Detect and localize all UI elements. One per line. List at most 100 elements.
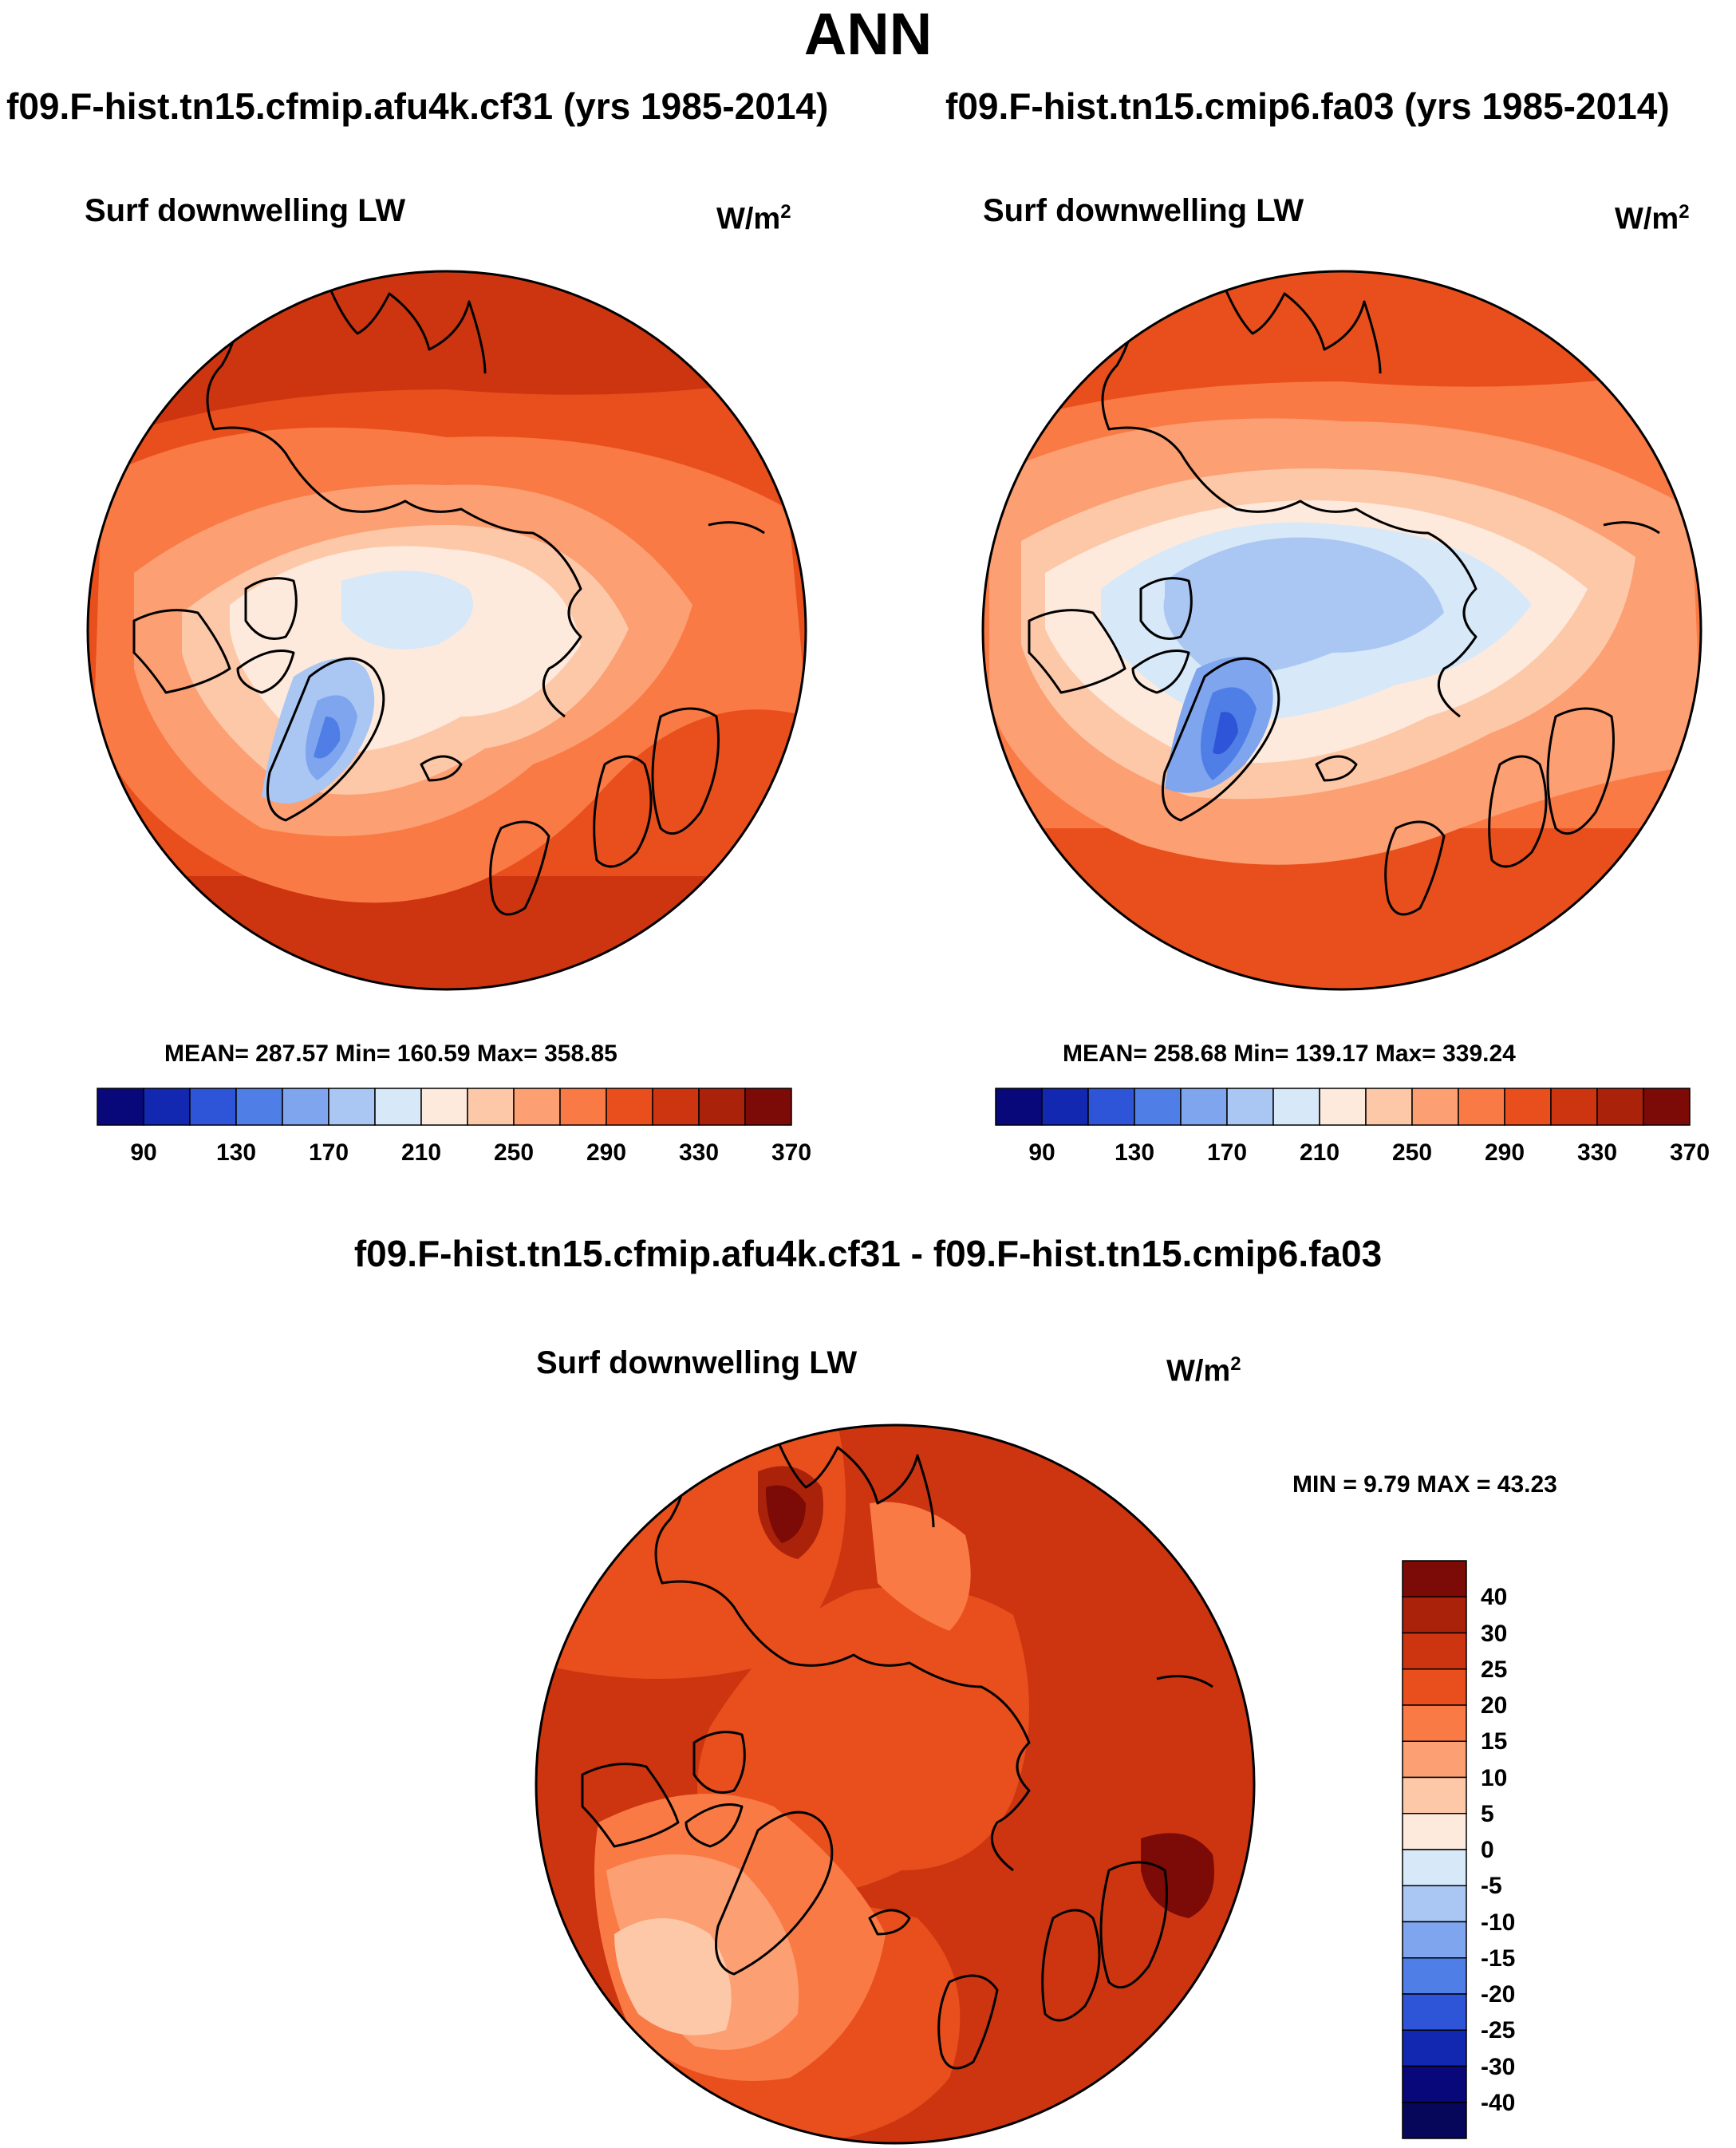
colorbar-swatch	[374, 1088, 422, 1126]
units-left: W/m2	[716, 201, 791, 236]
colorbar-swatch	[559, 1088, 607, 1126]
colorbar-swatch	[1402, 1668, 1467, 1706]
colorbar-swatch	[1402, 1849, 1467, 1886]
field-band-40-siberia	[766, 1485, 806, 1543]
colorbar-diff-label: -5	[1481, 1873, 1502, 1900]
coastlines	[1028, 277, 1660, 916]
colorbar-swatch	[1458, 1088, 1505, 1126]
case-title-right: f09.F-hist.tn15.cmip6.fa03 (yrs 1985-201…	[945, 85, 1670, 127]
field-band-370-edge	[88, 876, 806, 989]
colorbar-left-label: 290	[586, 1139, 627, 1166]
colorbar-left	[97, 1088, 792, 1126]
stats-right: MEAN= 258.68 Min= 139.17 Max= 339.24	[1063, 1040, 1516, 1067]
colorbar-swatch	[1402, 1957, 1467, 1995]
colorbar-swatch	[1402, 1704, 1467, 1742]
field-band-210	[1163, 537, 1444, 674]
colorbar-right-label: 210	[1299, 1139, 1340, 1166]
colorbar-diff-label: 30	[1481, 1620, 1508, 1647]
colorbar-swatch	[1402, 1885, 1467, 1923]
colorbar-diff-label: 40	[1481, 1584, 1508, 1611]
colorbar-swatch	[698, 1088, 746, 1126]
colorbar-swatch	[1134, 1088, 1182, 1126]
colorbar-swatch	[1365, 1088, 1413, 1126]
colorbar-swatch	[97, 1088, 144, 1126]
field-band-40-pacific	[1141, 1833, 1214, 1918]
colorbar-right-label: 90	[1028, 1139, 1055, 1166]
colorbar-swatch	[420, 1088, 468, 1126]
units-diff: W/m2	[1166, 1353, 1241, 1388]
colorbar-swatch	[328, 1088, 376, 1126]
colorbar-diff-label: 10	[1481, 1764, 1508, 1791]
colorbar-right-label: 250	[1391, 1139, 1433, 1166]
case-title-left: f09.F-hist.tn15.cfmip.afu4k.cf31 (yrs 19…	[6, 85, 829, 127]
colorbar-swatch	[235, 1088, 283, 1126]
colorbar-swatch	[652, 1088, 700, 1126]
colorbar-swatch	[1402, 1632, 1467, 1670]
colorbar-swatch	[143, 1088, 191, 1126]
field-band-150-greenland	[1213, 712, 1238, 755]
colorbar-swatch	[1504, 1088, 1552, 1126]
polar-map-left	[86, 270, 807, 991]
colorbar-diff-label: -20	[1481, 1981, 1516, 2008]
colorbar-right-label: 130	[1114, 1139, 1155, 1166]
colorbar-left-label: 210	[400, 1139, 442, 1166]
colorbar-swatch	[1643, 1088, 1691, 1126]
variable-title-right: Surf downwelling LW	[983, 193, 1304, 228]
colorbar-right-label: 330	[1576, 1139, 1618, 1166]
colorbar-diff-label: -30	[1481, 2053, 1516, 2080]
colorbar-left-label: 330	[678, 1139, 720, 1166]
colorbar-swatch	[995, 1088, 1043, 1126]
colorbar-swatch	[1402, 2065, 1467, 2103]
page-title: ANN	[803, 1, 933, 67]
coastlines	[132, 277, 765, 916]
colorbar-swatch	[606, 1088, 653, 1126]
colorbar-swatch	[1402, 1921, 1467, 1959]
polar-map-right	[981, 270, 1702, 991]
field-band-170-greenland	[314, 717, 341, 759]
colorbar-diff-label: -10	[1481, 1909, 1516, 1936]
colorbar-diff-label: 0	[1481, 1837, 1494, 1863]
colorbar-diff-label: 20	[1481, 1692, 1508, 1719]
colorbar-swatch	[513, 1088, 561, 1126]
colorbar-diff-label: 15	[1481, 1728, 1508, 1755]
colorbar-left-label: 130	[215, 1139, 257, 1166]
colorbar-right	[995, 1088, 1691, 1126]
polar-map-difference	[535, 1423, 1256, 2145]
colorbar-swatch	[1402, 1776, 1467, 1814]
colorbar-swatch	[1041, 1088, 1089, 1126]
colorbar-swatch	[1402, 1740, 1467, 1779]
colorbar-swatch	[1411, 1088, 1459, 1126]
colorbar-swatch	[1402, 1993, 1467, 2031]
colorbar-difference	[1402, 1560, 1467, 2139]
colorbar-right-label: 370	[1669, 1139, 1710, 1166]
stats-left: MEAN= 287.57 Min= 160.59 Max= 358.85	[164, 1040, 617, 1067]
colorbar-diff-label: 25	[1481, 1656, 1508, 1683]
colorbar-right-label: 290	[1484, 1139, 1525, 1166]
colorbar-swatch	[1402, 1813, 1467, 1850]
field-band-230	[341, 571, 473, 650]
colorbar-swatch	[1402, 2029, 1467, 2067]
colorbar-left-label: 250	[493, 1139, 535, 1166]
colorbar-swatch	[1272, 1088, 1320, 1126]
colorbar-swatch	[1402, 2102, 1467, 2139]
colorbar-left-label: 170	[308, 1139, 349, 1166]
colorbar-swatch	[189, 1088, 237, 1126]
colorbar-left-label: 370	[771, 1139, 812, 1166]
field-band-10	[614, 1918, 732, 2035]
colorbar-swatch	[1226, 1088, 1274, 1126]
colorbar-swatch	[1087, 1088, 1135, 1126]
field-band-20-arctic	[870, 1502, 971, 1631]
colorbar-swatch	[282, 1088, 329, 1126]
colorbar-diff-label: -15	[1481, 1945, 1516, 1972]
colorbar-diff-label: -25	[1481, 2017, 1516, 2044]
colorbar-swatch	[1596, 1088, 1644, 1126]
coastlines	[581, 1431, 1213, 2070]
colorbar-swatch	[1402, 1596, 1467, 1634]
units-right: W/m2	[1615, 201, 1690, 236]
colorbar-swatch	[744, 1088, 792, 1126]
variable-title-left: Surf downwelling LW	[85, 193, 406, 228]
colorbar-swatch	[1402, 1560, 1467, 1597]
colorbar-swatch	[467, 1088, 515, 1126]
colorbar-right-label: 170	[1206, 1139, 1248, 1166]
colorbar-left-label: 90	[130, 1139, 157, 1166]
